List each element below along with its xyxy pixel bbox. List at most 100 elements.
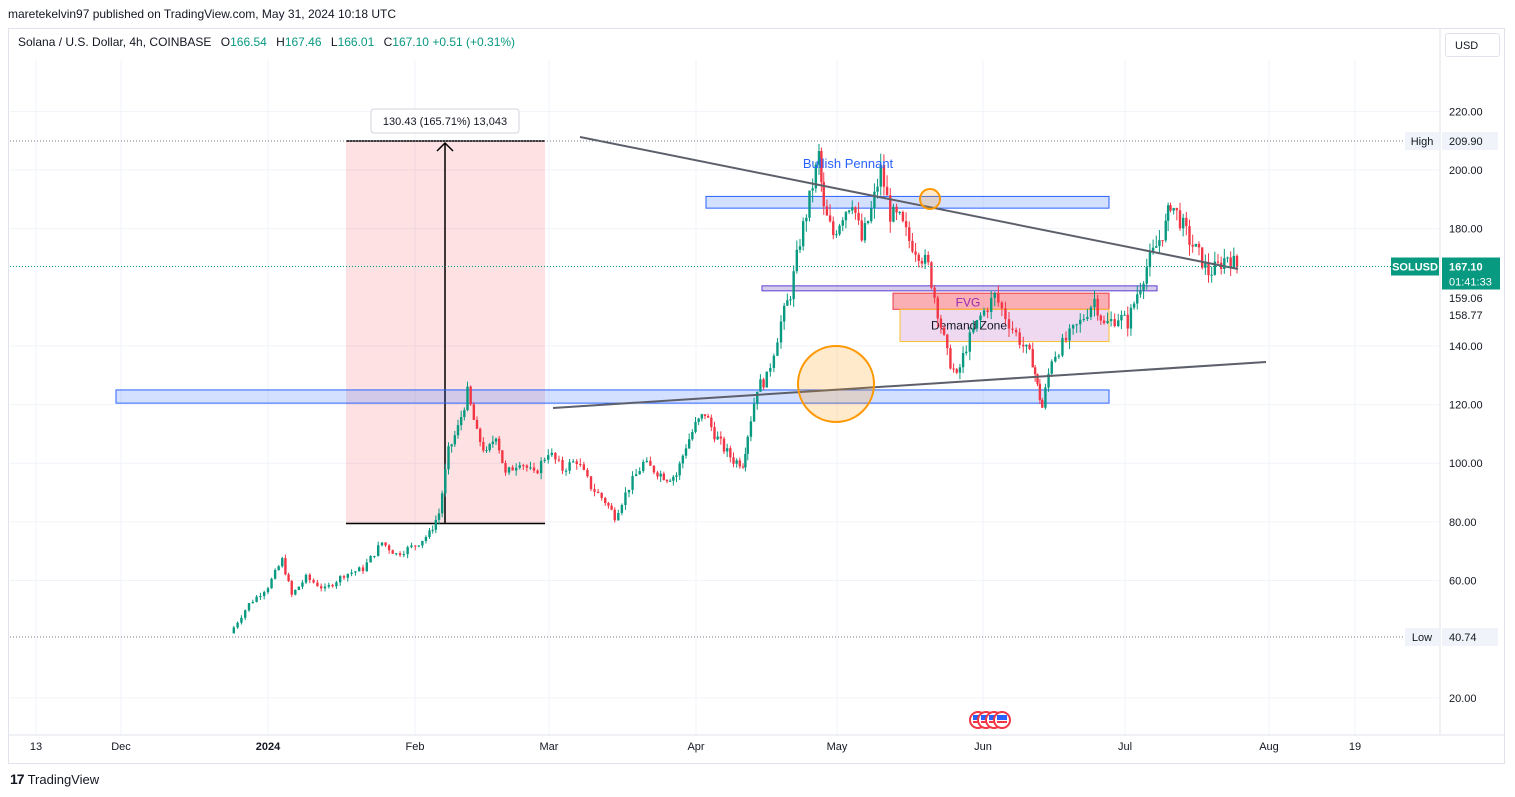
candle-body bbox=[297, 586, 301, 590]
candle-body bbox=[854, 207, 857, 213]
last-price: 167.10 bbox=[1449, 261, 1483, 273]
candle-body bbox=[782, 305, 786, 322]
candle-body bbox=[497, 438, 501, 451]
candle-body bbox=[507, 467, 511, 473]
candle-body bbox=[1106, 321, 1109, 324]
highlight-circle-high bbox=[919, 188, 941, 210]
candle-body bbox=[444, 469, 447, 494]
candle-body bbox=[873, 191, 876, 209]
candle-body bbox=[395, 553, 398, 555]
candle-body bbox=[1175, 207, 1179, 211]
candle-body bbox=[681, 455, 685, 464]
candle-body bbox=[1047, 373, 1050, 388]
candle-body bbox=[684, 448, 688, 456]
candle-body bbox=[613, 509, 616, 521]
candle-body bbox=[251, 601, 254, 604]
candle-body bbox=[694, 421, 697, 433]
candle-body bbox=[725, 448, 729, 452]
candle-body bbox=[665, 479, 669, 482]
candle-body bbox=[841, 220, 844, 226]
candle-body bbox=[885, 186, 889, 196]
legend-open-value: 166.54 bbox=[230, 35, 267, 49]
candle-body bbox=[596, 491, 600, 493]
y-tick-label: 220.00 bbox=[1449, 106, 1483, 118]
candle-body bbox=[543, 459, 546, 461]
pennant-label: Bullish Pennant bbox=[803, 156, 894, 171]
candle-body bbox=[488, 444, 491, 451]
candle-body bbox=[889, 195, 892, 222]
candle-body bbox=[1185, 217, 1188, 227]
candle-body bbox=[939, 318, 943, 328]
candle-body bbox=[713, 427, 716, 440]
chart-zones: 130.43 (165.71%) 13,043 FVG Demand Zone bbox=[115, 108, 1158, 525]
candle-body bbox=[882, 164, 886, 187]
candle-body bbox=[270, 578, 273, 589]
candle-body bbox=[539, 460, 543, 474]
last-price-bg bbox=[1442, 257, 1500, 290]
candle-body bbox=[1197, 243, 1201, 248]
candle-body bbox=[511, 467, 514, 471]
candle-body bbox=[244, 610, 247, 618]
candle-body bbox=[1155, 246, 1158, 248]
candle-body bbox=[779, 321, 783, 343]
candle-body bbox=[525, 465, 529, 468]
candle-body bbox=[1064, 337, 1068, 341]
fvg-label: FVG bbox=[956, 295, 981, 309]
candle-body bbox=[482, 441, 485, 451]
candle-body bbox=[428, 530, 431, 538]
candle-body bbox=[466, 386, 469, 411]
candle-body bbox=[776, 342, 779, 356]
candle-body bbox=[738, 460, 742, 467]
currency-button[interactable]: USD bbox=[1445, 33, 1500, 57]
candle-body bbox=[459, 416, 463, 426]
candle-body bbox=[697, 418, 700, 422]
candle-body bbox=[1223, 258, 1226, 269]
candle-body bbox=[522, 465, 525, 467]
candle-body bbox=[323, 586, 327, 589]
candle-body bbox=[706, 415, 710, 418]
candle-body bbox=[729, 448, 732, 458]
candle-body bbox=[1057, 355, 1061, 357]
candle-body bbox=[491, 441, 495, 445]
candle-body bbox=[1158, 240, 1161, 247]
tradingview-logo[interactable]: 17 TradingView bbox=[10, 771, 99, 787]
candle-body bbox=[700, 414, 704, 419]
candle-body bbox=[1071, 325, 1075, 329]
measure-label-box bbox=[370, 108, 520, 134]
candle-body bbox=[398, 553, 402, 556]
legend-low-label: L bbox=[330, 35, 338, 49]
legend-high-value: 167.46 bbox=[284, 35, 322, 49]
candle-body bbox=[741, 466, 745, 468]
candle-body bbox=[860, 220, 863, 241]
candle-body bbox=[1068, 328, 1071, 341]
candle-body bbox=[933, 287, 936, 298]
candle-body bbox=[377, 545, 380, 556]
support-zone bbox=[115, 389, 1110, 404]
candle-body bbox=[478, 428, 482, 442]
candle-body bbox=[1038, 383, 1042, 400]
candle-body bbox=[536, 470, 539, 474]
candle-body bbox=[1207, 262, 1210, 276]
candle-body bbox=[1126, 314, 1129, 329]
candle-body bbox=[656, 472, 659, 477]
candle-body bbox=[638, 471, 641, 475]
candle-body bbox=[652, 465, 656, 473]
y-tick-label: 140.00 bbox=[1449, 341, 1483, 353]
candle-body bbox=[955, 369, 958, 373]
candle-body bbox=[1161, 240, 1164, 242]
candle-body bbox=[1166, 205, 1170, 221]
candle-body bbox=[316, 582, 319, 587]
candle-body bbox=[825, 206, 829, 216]
candle-body bbox=[798, 246, 802, 250]
y-tick-label: 60.00 bbox=[1449, 576, 1477, 588]
candle-body bbox=[518, 465, 521, 468]
candle-body bbox=[968, 332, 972, 352]
candle-body bbox=[504, 463, 507, 473]
low-value: 40.74 bbox=[1449, 632, 1477, 644]
candle-body bbox=[365, 562, 368, 572]
candle-body bbox=[898, 212, 901, 214]
candle-body bbox=[456, 425, 460, 436]
y-tick-label: 80.00 bbox=[1449, 517, 1477, 529]
candles bbox=[232, 144, 1239, 634]
